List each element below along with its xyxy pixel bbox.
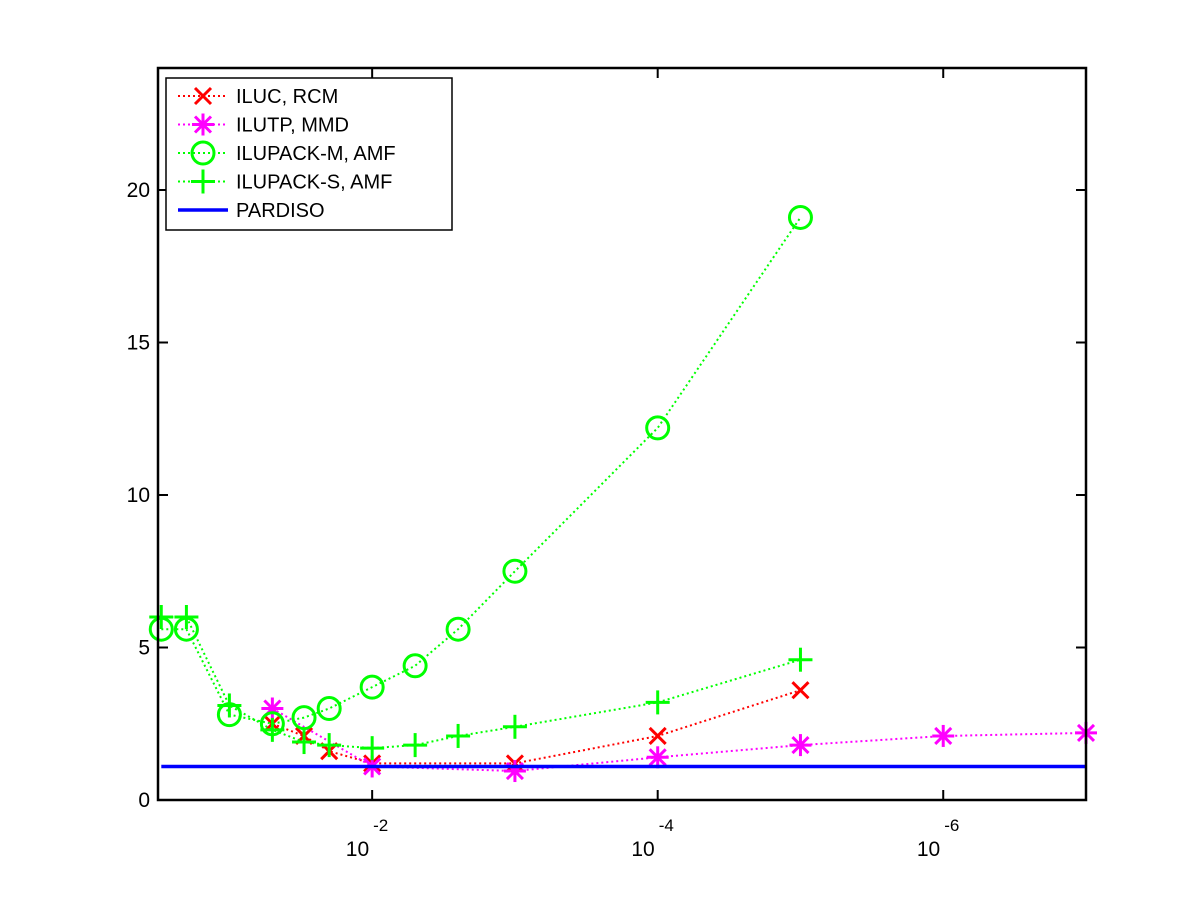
series-4 xyxy=(149,605,813,761)
series-4-point xyxy=(446,723,471,748)
series-3-point xyxy=(787,204,813,230)
x-tick-label-base: 10 xyxy=(917,838,940,861)
marker-stroke xyxy=(791,681,810,700)
marker-stroke xyxy=(648,748,667,767)
y-tick-label: 0 xyxy=(138,789,150,812)
x-tick-label-exponent: -4 xyxy=(659,816,674,835)
series-2-point xyxy=(646,746,669,769)
series-4-point xyxy=(360,736,385,761)
legend-swatch-marker xyxy=(192,113,214,136)
y-tick-label: 20 xyxy=(127,179,150,202)
series-4-point xyxy=(317,733,342,758)
series-4-point xyxy=(174,605,199,629)
marker-stroke xyxy=(316,696,342,721)
legend-swatch-marker xyxy=(190,140,216,166)
x-tick-label: 10 -4 xyxy=(631,816,673,861)
y-tick-label: 5 xyxy=(138,637,150,660)
legend-label: ILUC, RCM xyxy=(236,86,338,108)
series-3-point xyxy=(291,705,317,731)
axes-box xyxy=(156,66,1088,802)
series-1-point xyxy=(648,726,667,746)
legend-item-5: PARDISO xyxy=(178,200,325,222)
series-3-point xyxy=(502,558,528,584)
series-4-point xyxy=(403,733,428,758)
series-4-point xyxy=(149,605,174,629)
series-2-point xyxy=(932,724,955,747)
legend-label: ILUPACK-M, AMF xyxy=(236,143,396,165)
marker-stroke xyxy=(190,140,216,166)
series-3-point xyxy=(402,653,428,679)
series-4-point xyxy=(502,714,527,739)
series-3-point xyxy=(645,415,671,441)
plot-area xyxy=(148,204,1097,783)
series-3-point xyxy=(316,696,342,721)
series-4-point xyxy=(292,730,317,755)
marker-stroke xyxy=(291,705,317,731)
legend: ILUC, RCM ILUTP, MMD ILUPACK-M, AMF ILUPACK… xyxy=(165,77,453,231)
x-tick-label-exponent: -6 xyxy=(944,816,959,835)
marker-stroke xyxy=(445,616,471,642)
x-tick-label-base: 10 xyxy=(346,838,369,861)
series-3-point xyxy=(445,616,471,642)
x-tick-label: 10-6 xyxy=(917,816,959,861)
marker-stroke xyxy=(502,558,528,584)
marker-stroke xyxy=(934,726,953,746)
legend-swatch-marker xyxy=(191,169,215,194)
legend-item-1: ILUC, RCM xyxy=(178,86,338,108)
marker-stroke xyxy=(648,726,667,746)
series-1-point xyxy=(791,681,810,700)
marker-stroke xyxy=(402,653,428,679)
x-tick-label-exponent: -2 xyxy=(373,816,388,835)
marker-stroke xyxy=(193,115,213,134)
marker-stroke xyxy=(787,204,813,230)
legend-label: ILUPACK-S, AMF xyxy=(236,172,392,194)
series-2-point xyxy=(789,734,812,757)
series-3-line xyxy=(161,216,802,725)
y-tick-label: 15 xyxy=(127,332,150,355)
legend-item-2: ILUTP, MMD xyxy=(178,113,349,137)
legend-swatch-marker xyxy=(193,86,213,106)
series-2-point xyxy=(503,760,526,783)
series-3-point xyxy=(359,674,385,700)
marker-stroke xyxy=(645,415,671,441)
marker-stroke xyxy=(791,736,810,755)
marker-stroke xyxy=(359,674,385,700)
y-tick-label: 10 xyxy=(127,484,150,507)
series-4-point xyxy=(788,647,813,672)
series-4-point xyxy=(260,717,285,742)
x-tick-label: 10-2 xyxy=(346,816,388,861)
series-4-point xyxy=(645,690,670,715)
x-tick-label-base: 10 xyxy=(631,838,654,861)
legend-item-3: ILUPACK-M, AMF xyxy=(178,140,396,166)
legend-item-4: ILUPACK-S, AMF xyxy=(178,169,392,194)
legend-label: ILUTP, MMD xyxy=(236,115,349,137)
marker-stroke xyxy=(193,86,213,106)
legend-label: PARDISO xyxy=(236,200,325,222)
series-4-point xyxy=(217,693,242,718)
